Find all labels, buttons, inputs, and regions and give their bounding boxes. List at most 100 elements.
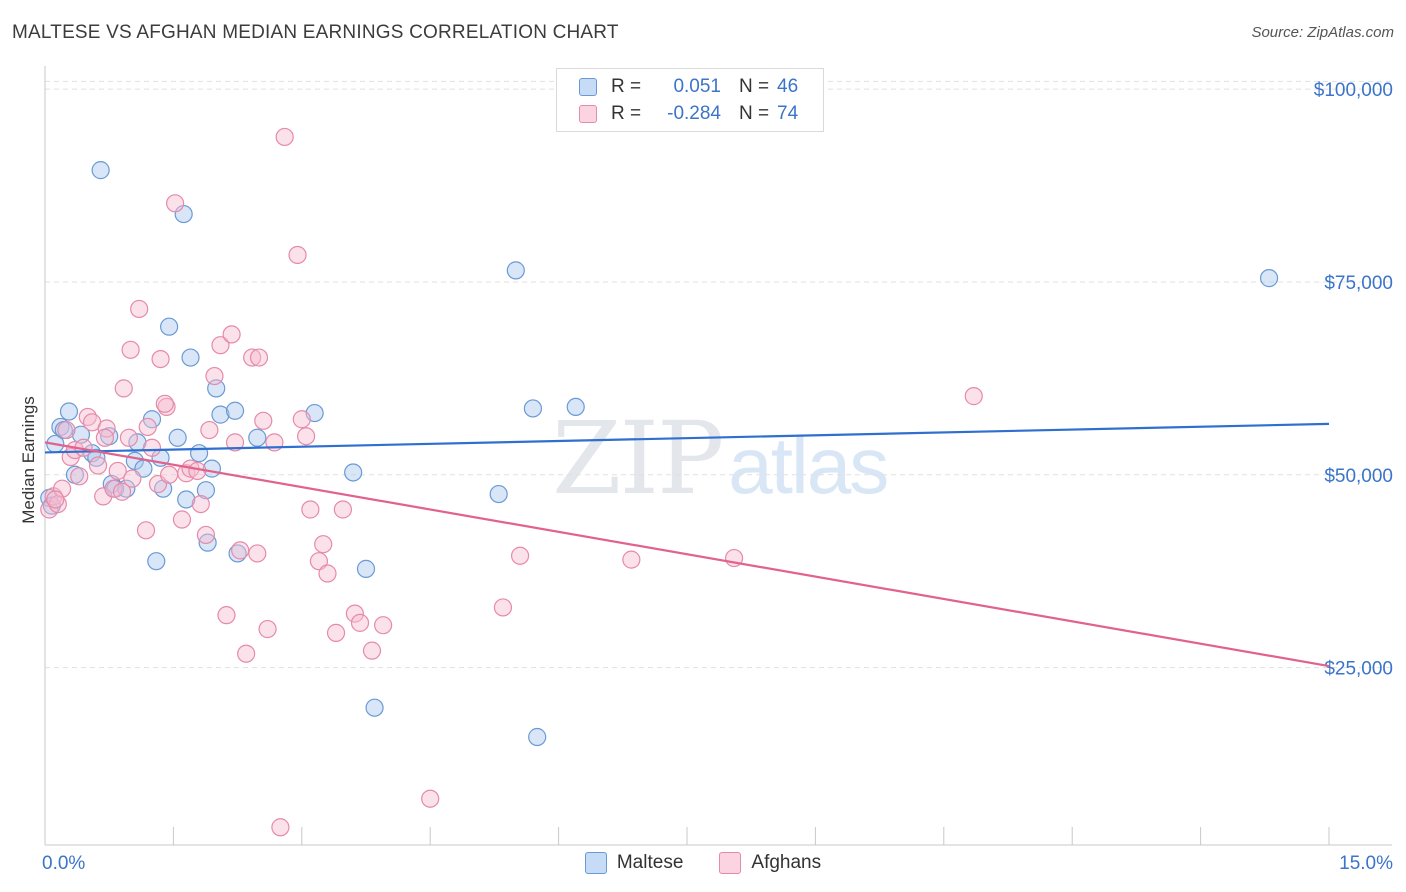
legend-label-maltese: Maltese xyxy=(616,852,684,873)
maltese-point xyxy=(528,727,547,747)
afghans-point xyxy=(94,487,113,506)
y-tick-label: $75,000 xyxy=(1324,273,1393,294)
afghans-point xyxy=(114,379,133,398)
afghans-point xyxy=(157,397,176,417)
y-tick-label: $50,000 xyxy=(1324,466,1393,487)
x-tick-label: 15.0% xyxy=(1339,853,1393,874)
afghans-point xyxy=(53,479,72,498)
afghans-point xyxy=(222,325,241,344)
maltese-point xyxy=(160,317,179,336)
afghans-point xyxy=(345,604,364,623)
afghans-point xyxy=(296,427,316,446)
legend-row-afghans: R = -0.284 N = 74 xyxy=(579,102,798,126)
maltese-point xyxy=(181,348,200,367)
maltese-point xyxy=(87,448,106,467)
afghans-point xyxy=(108,461,127,481)
stats-legend: R = 0.051 N = 46 R = -0.284 N = 74 xyxy=(556,68,824,132)
afghans-point xyxy=(309,552,329,571)
maltese-point xyxy=(1259,269,1279,288)
afghans-point xyxy=(200,420,219,440)
legend-row-maltese: R = 0.051 N = 46 xyxy=(579,75,798,99)
legend-swatch-maltese xyxy=(584,852,607,874)
legend-n-value: 74 xyxy=(777,103,799,124)
maltese-point xyxy=(196,481,216,500)
afghans-point xyxy=(225,433,245,452)
afghans-point xyxy=(314,535,333,554)
afghans-point xyxy=(138,417,157,437)
afghans-point xyxy=(243,348,262,367)
afghans-point xyxy=(493,598,513,617)
afghans-point xyxy=(196,525,216,545)
afghans-point xyxy=(288,245,307,265)
afghans-point xyxy=(622,550,641,569)
maltese-point xyxy=(228,544,247,563)
afghans-point xyxy=(249,348,269,367)
legend-r-value: 0.051 xyxy=(673,76,721,97)
legend-r-label: R = xyxy=(611,76,642,97)
legend-r-label: R = xyxy=(611,103,642,124)
afghans-point xyxy=(271,818,290,837)
maltese-point xyxy=(189,444,209,463)
legend-swatch-afghans xyxy=(579,105,597,123)
maltese-point xyxy=(91,161,110,180)
maltese-point xyxy=(225,401,245,420)
maltese-point xyxy=(211,405,230,424)
afghans-point xyxy=(374,616,393,635)
legend-n-label: N = xyxy=(739,76,770,97)
afghans-point xyxy=(166,194,185,213)
legend-swatch-afghans xyxy=(719,852,742,874)
afghans-point xyxy=(350,613,370,632)
afghans-point xyxy=(333,500,352,519)
afghans-point xyxy=(172,510,192,529)
afghans-point xyxy=(151,349,170,369)
source-label: Source: ZipAtlas.com xyxy=(1251,24,1394,41)
legend-n-value: 46 xyxy=(777,76,799,97)
maltese-point xyxy=(248,428,267,447)
legend-n-label: N = xyxy=(739,103,770,124)
maltese-point xyxy=(365,698,384,717)
afghans-point xyxy=(112,482,132,501)
maltese-point xyxy=(489,484,508,504)
afghans-point xyxy=(46,490,65,509)
afghans-point xyxy=(155,394,174,413)
afghans-point xyxy=(95,428,115,447)
afghans-point xyxy=(326,623,346,642)
legend-item-maltese[interactable]: Maltese xyxy=(584,852,684,874)
y-tick-label: $25,000 xyxy=(1324,659,1393,680)
watermark-zip: ZIP xyxy=(552,400,724,517)
legend-item-afghans[interactable]: Afghans xyxy=(719,852,821,874)
afghans-point xyxy=(121,340,140,359)
y-tick-label: $100,000 xyxy=(1314,80,1393,101)
afghans-point xyxy=(292,410,311,429)
afghans-point xyxy=(231,541,250,560)
afghans-point xyxy=(160,465,179,484)
maltese-point xyxy=(168,428,187,447)
legend-r-value: -0.284 xyxy=(667,103,721,124)
afghans-point xyxy=(301,500,320,519)
series-legend: Maltese Afghans xyxy=(0,852,1406,874)
afghans-point xyxy=(136,521,156,540)
afghans-point xyxy=(191,494,210,514)
legend-swatch-maltese xyxy=(579,78,597,96)
afghans-point xyxy=(119,428,138,447)
afghans-trendline xyxy=(44,441,1330,668)
afghans-point xyxy=(97,419,116,438)
afghans-point xyxy=(237,644,256,663)
afghans-point xyxy=(510,546,530,565)
maltese-point xyxy=(147,552,166,571)
afghans-point xyxy=(217,606,236,625)
afghans-point xyxy=(123,469,142,488)
chart-title: MALTESE VS AFGHAN MEDIAN EARNINGS CORREL… xyxy=(12,22,619,43)
afghans-point xyxy=(362,641,382,660)
afghans-point xyxy=(142,438,162,457)
afghans-point xyxy=(318,564,337,583)
afghans-point xyxy=(70,467,89,486)
afghans-point xyxy=(248,544,267,563)
maltese-point xyxy=(523,399,543,418)
y-axis-title: Median Earnings xyxy=(19,396,38,524)
afghans-point xyxy=(421,789,440,808)
legend-label-afghans: Afghans xyxy=(751,852,822,873)
maltese-point xyxy=(59,402,79,421)
afghans-point xyxy=(211,336,230,355)
